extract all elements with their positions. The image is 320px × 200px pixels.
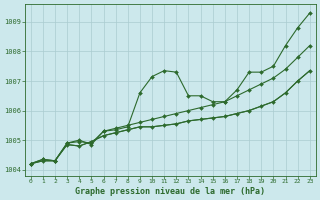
X-axis label: Graphe pression niveau de la mer (hPa): Graphe pression niveau de la mer (hPa) [75, 187, 265, 196]
